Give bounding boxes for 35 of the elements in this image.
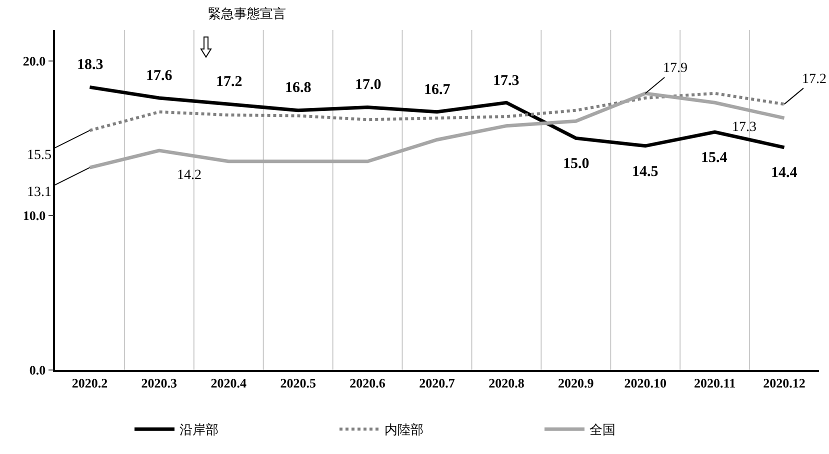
x-tick-label: 2020.7 (419, 375, 456, 390)
data-label: 15.4 (701, 150, 728, 166)
data-label: 17.3 (732, 120, 756, 135)
data-label: 15.5 (27, 148, 52, 163)
data-label: 17.3 (493, 73, 520, 89)
x-tick-label: 2020.4 (210, 375, 248, 390)
data-label: 14.4 (771, 165, 798, 181)
legend-label: 沿岸部 (180, 423, 218, 438)
data-label: 15.0 (563, 156, 590, 172)
data-label: 17.2 (802, 72, 826, 87)
data-label: 17.6 (146, 68, 173, 84)
legend-label: 全国 (590, 423, 616, 438)
x-tick-label: 2020.3 (141, 375, 178, 390)
x-tick-label: 2020.10 (624, 375, 666, 390)
x-tick-label: 2020.2 (72, 375, 108, 390)
y-tick-label: 0.0 (29, 362, 46, 378)
text: 緊急事態宣言 (208, 6, 286, 22)
data-label: 18.3 (77, 57, 104, 73)
y-tick-label: 10.0 (22, 208, 46, 223)
x-tick-label: 2020.8 (488, 375, 525, 390)
legend-label: 内陸部 (384, 423, 424, 438)
data-label: 14.5 (632, 164, 658, 180)
data-label: 14.2 (177, 168, 202, 183)
y-tick-label: 20.0 (22, 53, 46, 68)
data-label: 17.0 (355, 77, 382, 93)
data-label: 13.1 (27, 185, 52, 200)
x-tick-label: 2020.6 (350, 375, 386, 390)
data-label: 17.9 (663, 61, 688, 76)
data-label: 16.8 (285, 80, 312, 96)
data-label: 16.7 (424, 82, 451, 98)
x-tick-label: 2020.11 (694, 375, 736, 390)
x-tick-label: 2020.12 (763, 375, 806, 390)
data-label: 17.2 (216, 74, 242, 90)
x-tick-label: 2020.9 (558, 375, 594, 390)
x-tick-label: 2020.5 (280, 375, 316, 390)
